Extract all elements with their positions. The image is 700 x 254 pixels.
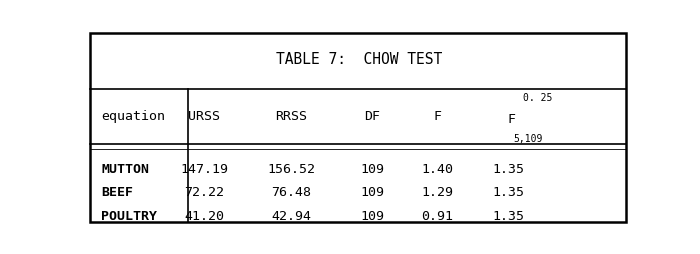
- Text: 76.48: 76.48: [271, 185, 311, 198]
- Text: BEEF: BEEF: [101, 185, 133, 198]
- Text: TABLE 7:  CHOW TEST: TABLE 7: CHOW TEST: [276, 51, 442, 66]
- Text: MUTTON: MUTTON: [101, 162, 149, 175]
- Text: 42.94: 42.94: [271, 209, 311, 222]
- Text: 0.91: 0.91: [421, 209, 454, 222]
- Text: 41.20: 41.20: [184, 209, 224, 222]
- Text: F: F: [433, 109, 442, 122]
- Text: 1.29: 1.29: [421, 185, 454, 198]
- Text: 109: 109: [360, 209, 384, 222]
- Text: 1.35: 1.35: [492, 209, 524, 222]
- Text: 5,109: 5,109: [513, 133, 542, 143]
- Text: 1.35: 1.35: [492, 185, 524, 198]
- Text: 0. 25: 0. 25: [523, 93, 552, 103]
- Text: 109: 109: [360, 162, 384, 175]
- Text: 1.35: 1.35: [492, 162, 524, 175]
- Text: 1.40: 1.40: [421, 162, 454, 175]
- Text: 109: 109: [360, 185, 384, 198]
- Text: F: F: [508, 113, 516, 126]
- Text: 72.22: 72.22: [184, 185, 224, 198]
- Text: equation: equation: [101, 109, 165, 122]
- Text: URSS: URSS: [188, 109, 220, 122]
- Text: DF: DF: [364, 109, 380, 122]
- Text: 147.19: 147.19: [180, 162, 228, 175]
- Text: 156.52: 156.52: [267, 162, 315, 175]
- Text: RRSS: RRSS: [275, 109, 307, 122]
- Text: POULTRY: POULTRY: [101, 209, 157, 222]
